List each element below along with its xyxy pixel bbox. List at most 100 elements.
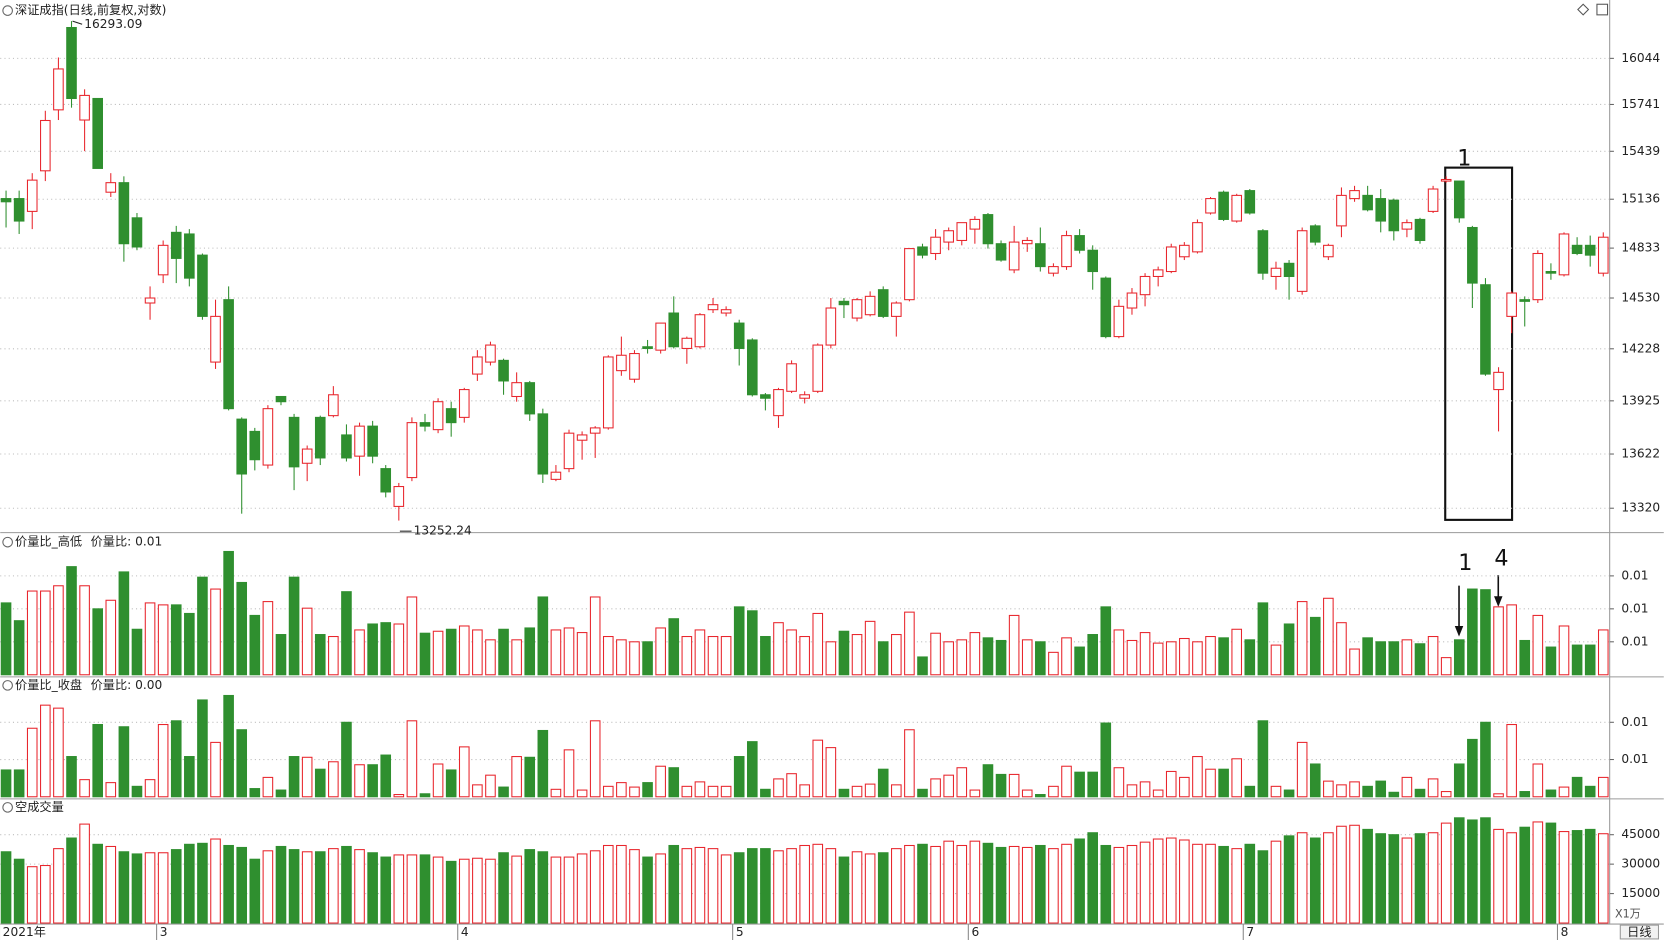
bar [995,846,1007,924]
bar [354,629,365,676]
candle-body [472,356,483,375]
bar [354,764,365,798]
bar [982,764,994,798]
bar [1506,723,1517,798]
candle-body [498,359,509,382]
bar [1336,784,1347,798]
bar [223,694,234,798]
candle-body [1192,222,1203,253]
bar [1283,835,1295,924]
bar [210,838,221,924]
bar [1506,832,1517,924]
candle-body [1205,198,1216,214]
settings-icon[interactable] [1577,3,1590,16]
bar [184,756,195,798]
x-tick-label: 7 [1246,925,1254,939]
candle-body [537,413,549,475]
period-button[interactable] [1619,924,1660,940]
candle-body [380,468,392,493]
bar [1519,826,1531,924]
bar [40,704,51,798]
bar [314,634,326,676]
max-pointer [72,20,83,25]
bar [210,741,221,798]
bar [642,782,653,798]
window-icon[interactable] [1596,3,1609,16]
bar [1126,844,1138,924]
candle-body [956,222,968,241]
bar [1362,828,1373,924]
bar [354,849,365,924]
bar [301,607,313,676]
bar [1061,843,1072,924]
bar [485,639,496,676]
bar [629,641,640,676]
panel-title: 空成交量 [15,799,64,814]
bar [956,639,968,676]
bar [825,641,837,676]
bar [131,853,143,924]
candle-body [367,425,378,457]
bar [498,628,509,676]
candle-body [144,297,156,304]
bar [576,853,588,924]
bar [1440,822,1452,924]
bar [1231,628,1243,676]
bar [917,788,928,798]
bar [694,846,706,924]
bar [1113,767,1125,798]
bar [170,604,182,676]
bar [1571,830,1583,924]
candle-body [1296,230,1308,292]
bar [550,629,562,676]
bar [40,864,51,924]
bar [157,723,169,798]
bar [341,845,352,924]
candle-body [720,309,732,314]
bar [1192,843,1203,924]
bar [445,860,457,924]
bar [419,632,431,676]
bar [616,782,627,798]
bar [1388,791,1400,798]
candle-body [236,418,248,475]
candle-body [223,299,234,410]
bar [1113,629,1125,676]
bar [249,858,261,924]
candle-body [1558,233,1570,276]
y-tick-label: 14530 [1621,291,1660,305]
bar [406,720,418,798]
panel-title: 价量比_高低 [15,534,82,549]
bar [1467,588,1478,676]
bar [773,778,784,798]
bar [301,851,313,924]
bar [1453,817,1465,924]
period-label[interactable]: 日线 [1627,925,1651,939]
annotation: 4 [1494,546,1508,572]
highlight-box [1444,166,1514,521]
candle-body [1414,218,1426,241]
bar [1597,776,1609,798]
candle-body [877,289,889,317]
candle-body [301,448,313,464]
bar [825,848,837,924]
bar [223,844,234,924]
candle-body [1388,199,1400,232]
bar [328,635,339,676]
bar [1375,833,1387,924]
bar [720,785,732,798]
y-tick-label: 13622 [1621,447,1660,461]
bar [1087,771,1099,798]
candle-body [393,486,405,507]
candle-body [1309,225,1321,243]
bar [707,635,719,676]
candle-body [197,254,208,317]
bar [66,566,77,676]
candle-body [92,97,104,169]
bar [511,639,522,676]
bar [891,784,902,798]
candle-body [550,471,562,480]
bar [1440,657,1452,676]
candle-body [13,198,25,222]
bar [629,849,640,924]
